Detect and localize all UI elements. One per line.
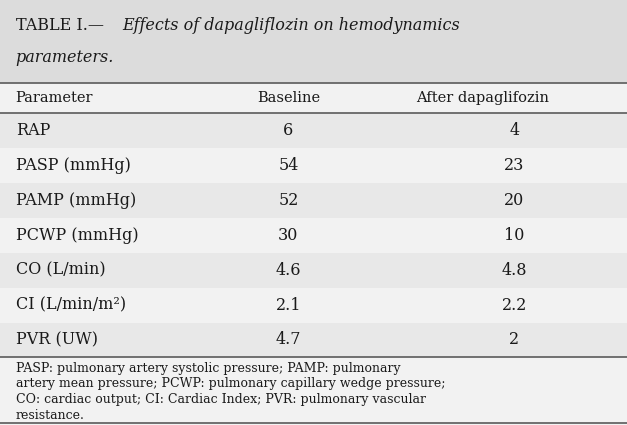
Text: Effects of dapagliflozin on hemodynamics: Effects of dapagliflozin on hemodynamics	[122, 17, 460, 34]
Bar	[0, 218, 627, 253]
Text: PCWP (mmHg): PCWP (mmHg)	[16, 227, 139, 244]
Bar	[0, 288, 627, 323]
Text: 4.6: 4.6	[276, 262, 301, 279]
Bar	[0, 253, 627, 288]
Text: PASP: pulmonary artery systolic pressure; PAMP: pulmonary: PASP: pulmonary artery systolic pressure…	[16, 362, 400, 374]
Text: 2: 2	[509, 332, 519, 348]
Text: parameters.: parameters.	[16, 49, 114, 66]
Text: CI (L/min/m²): CI (L/min/m²)	[16, 297, 126, 314]
Text: 10: 10	[504, 227, 524, 244]
Text: 4: 4	[509, 122, 519, 139]
Text: 2.2: 2.2	[502, 297, 527, 314]
Text: Parameter: Parameter	[16, 91, 93, 105]
Text: 4.7: 4.7	[276, 332, 301, 348]
Text: resistance.: resistance.	[16, 409, 85, 422]
Text: 30: 30	[278, 227, 298, 244]
Text: After dapaglifozin: After dapaglifozin	[416, 91, 549, 105]
Text: Baseline: Baseline	[257, 91, 320, 105]
Text: PASP (mmHg): PASP (mmHg)	[16, 157, 130, 174]
Text: CO: cardiac output; CI: Cardiac Index; PVR: pulmonary vascular: CO: cardiac output; CI: Cardiac Index; P…	[16, 393, 426, 406]
Bar	[0, 357, 627, 425]
Text: 52: 52	[278, 192, 298, 209]
Text: 6: 6	[283, 122, 293, 139]
Text: artery mean pressure; PCWP: pulmonary capillary wedge pressure;: artery mean pressure; PCWP: pulmonary ca…	[16, 377, 445, 391]
Text: CO (L/min): CO (L/min)	[16, 262, 105, 279]
Bar	[0, 148, 627, 183]
Text: 54: 54	[278, 157, 298, 174]
Bar	[0, 83, 627, 113]
Bar	[0, 183, 627, 218]
Text: 2.1: 2.1	[276, 297, 301, 314]
Text: PAMP (mmHg): PAMP (mmHg)	[16, 192, 136, 209]
Text: 20: 20	[504, 192, 524, 209]
Text: PVR (UW): PVR (UW)	[16, 332, 98, 348]
Bar	[0, 113, 627, 148]
Text: 23: 23	[504, 157, 524, 174]
Text: 4.8: 4.8	[502, 262, 527, 279]
Bar	[0, 323, 627, 357]
Bar	[0, 0, 627, 83]
Text: RAP: RAP	[16, 122, 50, 139]
Text: TABLE I.—: TABLE I.—	[16, 17, 103, 34]
